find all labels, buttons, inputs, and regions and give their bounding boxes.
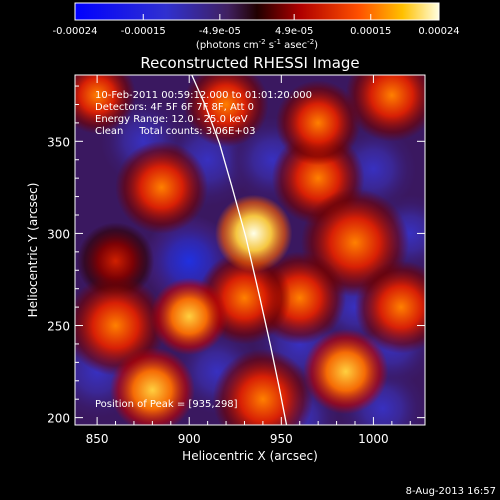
- colorbar-ticks: -0.00024 -0.00015 -4.9e-05 4.9e-05 0.00015 0.…: [53, 14, 460, 37]
- positive-emission-blob: [303, 329, 389, 415]
- x-tick-label: 900: [178, 432, 201, 446]
- annotation-time: 10-Feb-2011 00:59:12.000 to 01:01:20.000: [95, 90, 312, 101]
- y-axis-label: Heliocentric Y (arcsec): [26, 183, 40, 318]
- positive-emission-blob: [109, 347, 195, 425]
- plot-frame: [74, 74, 426, 426]
- y-tick-label: 200: [47, 412, 70, 426]
- annotation-clean: Clean Total counts: 3.06E+03: [95, 126, 255, 137]
- footer-date: 8-Aug-2013 16:57: [406, 486, 496, 497]
- y-tick-label: 250: [47, 320, 70, 334]
- positive-emission-blob: [354, 260, 425, 354]
- colorbar: [74, 2, 440, 21]
- chart-title: Reconstructed RHESSI Image: [140, 54, 359, 72]
- colorbar-tick-label: -0.00015: [121, 26, 166, 37]
- colorbar-units: (photons cm-2 s-1 asec-2): [196, 38, 318, 51]
- positive-emission-blob: [75, 75, 136, 134]
- colorbar-tick-label: 0.00015: [350, 26, 391, 37]
- x-tick-label: 850: [86, 432, 109, 446]
- x-axis-label: Heliocentric X (arcsec): [182, 449, 318, 463]
- axis-ticks: 850 900 950 1000 200 250 300 350: [47, 75, 425, 446]
- annotation-detectors: Detectors: 4F 5F 6F 7F 8F, Att 0: [95, 102, 254, 113]
- x-tick-label: 950: [270, 432, 293, 446]
- heatmap-image: [75, 75, 425, 425]
- annotation-energy: Energy Range: 12.0 - 25.0 keV: [95, 114, 248, 125]
- colorbar-tick-label: 4.9e-05: [275, 26, 313, 37]
- annotation-block: 10-Feb-2011 00:59:12.000 to 01:01:20.000…: [95, 90, 312, 410]
- colorbar-tick-label: 0.00024: [418, 26, 459, 37]
- positive-emission-blob: [345, 75, 425, 142]
- solar-limb-curve: [191, 75, 288, 425]
- x-tick-label: 1000: [358, 432, 389, 446]
- annotation-peak: Position of Peak = [935,298]: [95, 399, 238, 410]
- y-tick-label: 350: [47, 135, 70, 149]
- y-tick-label: 300: [47, 227, 70, 241]
- positive-emission-blob: [275, 80, 361, 166]
- positive-emission-blob: [150, 277, 228, 355]
- colorbar-tick-label: -4.9e-05: [199, 26, 241, 37]
- colorbar-tick-label: -0.00024: [53, 26, 98, 37]
- positive-emission-blob: [183, 75, 269, 148]
- positive-emission-blob: [115, 140, 208, 234]
- positive-emission-blob: [215, 194, 293, 273]
- positive-emission-blob: [212, 348, 314, 425]
